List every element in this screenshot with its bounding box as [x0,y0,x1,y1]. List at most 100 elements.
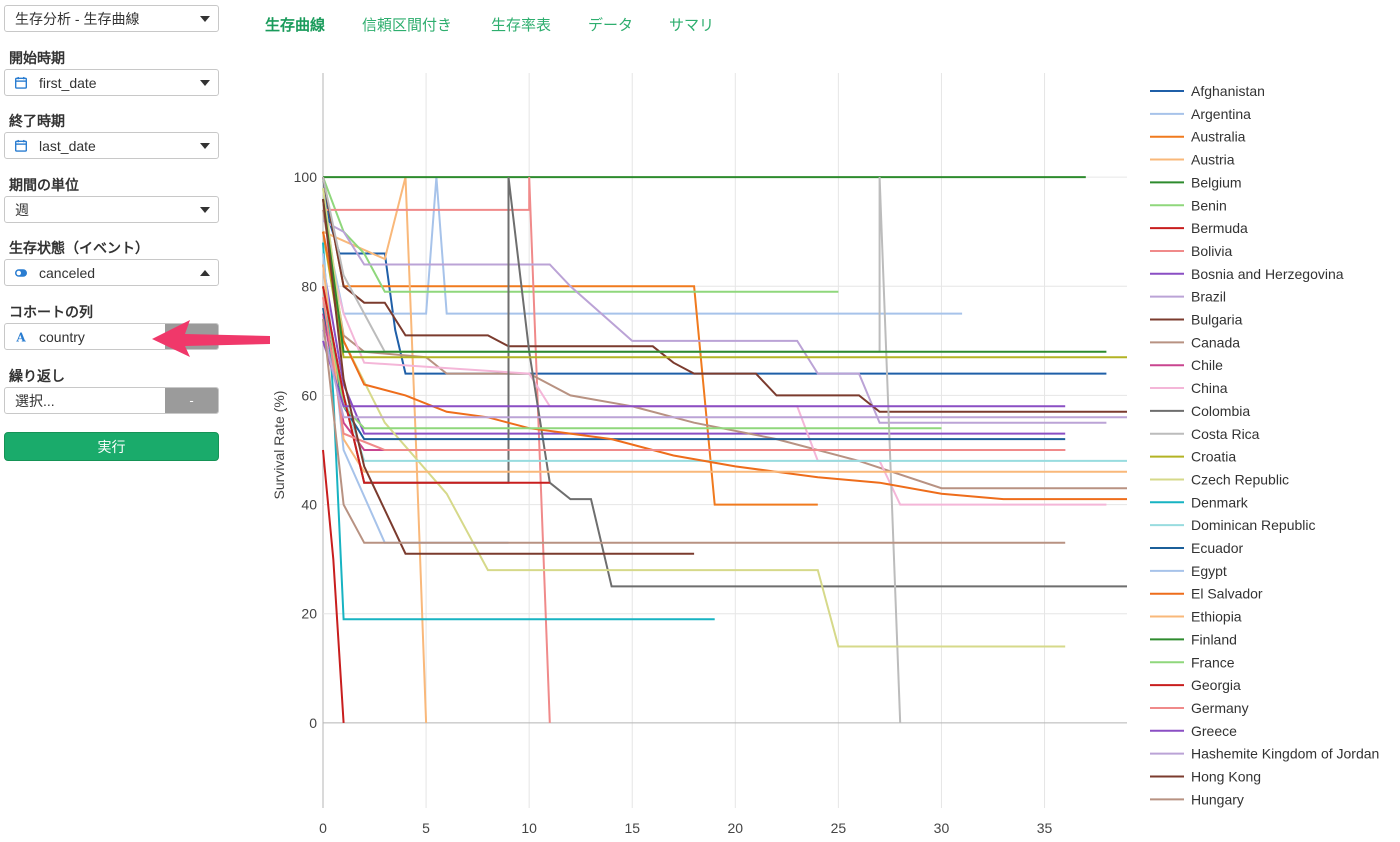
chevron-down-icon [200,206,210,213]
legend-label: Denmark [1191,494,1249,510]
series-line [322,231,1127,501]
legend-label: Bosnia and Herzegovina [1191,266,1344,282]
event-label: 生存状態（イベント） [9,240,149,256]
series-line [322,231,1127,359]
series-line [322,253,509,544]
legend-label: Benin [1191,197,1227,213]
legend-label: Argentina [1191,106,1251,122]
legend-label: Bulgaria [1191,312,1243,328]
end-select[interactable]: last_date [4,132,219,159]
event-value: canceled [39,264,96,281]
series-line [322,176,1127,413]
tab-survival-table[interactable]: 生存率表 [491,17,552,34]
chevron-down-icon [200,79,210,86]
legend-label: China [1191,380,1228,396]
series-lines [322,176,1127,723]
y-tick-label: 0 [309,715,317,731]
x-tick-label: 5 [422,820,430,836]
legend-label: Hashemite Kingdom of Jordan [1191,746,1379,762]
y-tick-label: 40 [301,497,317,513]
legend-label: Georgia [1191,677,1241,693]
series-line [322,198,695,555]
y-axis-label: Survival Rate (%) [271,391,287,500]
tab-confidence-interval[interactable]: 信頼区間付き [362,17,453,34]
x-tick-label: 30 [934,820,950,836]
series-line [322,286,550,484]
legend-label: Czech Republic [1191,471,1289,487]
chart-grid [322,73,1127,808]
repeat-placeholder: 選択... [15,392,55,409]
legend-label: Croatia [1191,449,1236,465]
chevron-up-icon [200,269,210,276]
legend-label: Egypt [1191,563,1227,579]
x-tick-label: 20 [728,820,744,836]
legend-label: El Salvador [1191,586,1263,602]
series-line [322,209,1127,490]
legend-label: Canada [1191,334,1240,350]
legend-label: Dominican Republic [1191,517,1316,533]
series-line [322,264,1066,435]
calendar-icon [5,139,27,152]
y-axis-ticks: 0 20 40 60 80 100 [294,169,318,731]
legend-label: Austria [1191,152,1235,168]
end-value: last_date [39,137,96,154]
unit-value: 週 [15,201,29,218]
run-button[interactable]: 実行 [4,432,219,461]
series-line [322,318,1066,544]
series-line [322,176,1107,375]
legend-label: Colombia [1191,403,1250,419]
calendar-icon [5,76,27,89]
tab-summary[interactable]: サマリ [669,17,715,34]
series-line [322,313,1066,451]
tab-survival-curve[interactable]: 生存曲線 [265,17,326,34]
legend-label: Germany [1191,700,1249,716]
y-tick-label: 100 [294,169,318,185]
legend-label: France [1191,654,1235,670]
analysis-type-value: 生存分析 - 生存曲線 [15,10,140,27]
x-tick-label: 0 [319,820,327,836]
end-label: 終了時期 [9,113,65,129]
y-tick-label: 80 [301,278,317,294]
legend-label: Hungary [1191,791,1244,807]
chevron-down-icon [200,15,210,22]
legend-label: Finland [1191,631,1237,647]
toggle-icon [5,268,27,278]
legend-label: Bolivia [1191,243,1232,259]
unit-select[interactable]: 週 [4,196,219,223]
legend-label: Bermuda [1191,220,1248,236]
repeat-remove-button[interactable]: - [165,388,218,413]
unit-label: 期間の単位 [9,177,79,193]
legend-label: Costa Rica [1191,426,1260,442]
x-tick-label: 10 [521,820,537,836]
legend-label: Australia [1191,129,1246,145]
repeat-label: 繰り返し [9,368,65,384]
x-tick-label: 35 [1037,820,1053,836]
legend-label: Greece [1191,723,1237,739]
series-line [322,176,1127,588]
x-axis-ticks: 0 5 10 15 20 25 30 35 [319,820,1052,836]
y-tick-label: 20 [301,606,317,622]
start-label: 開始時期 [9,50,65,66]
x-tick-label: 25 [831,820,847,836]
legend-label: Belgium [1191,174,1242,190]
series-line [322,219,1107,424]
series-line [322,329,1127,419]
svg-text:A: A [15,330,26,344]
text-type-icon: A [5,330,27,344]
x-tick-label: 15 [624,820,640,836]
cohort-label: コホートの列 [9,304,93,320]
repeat-select[interactable]: 選択... - [4,387,219,414]
event-select[interactable]: canceled [4,259,219,286]
legend-label: Hong Kong [1191,769,1261,785]
tab-data[interactable]: データ [588,17,634,34]
series-line [322,198,1107,353]
legend-label: Ethiopia [1191,609,1242,625]
cohort-value: country [39,328,85,345]
start-select[interactable]: first_date [4,69,219,96]
legend-label: Chile [1191,357,1223,373]
analysis-type-select[interactable]: 生存分析 - 生存曲線 [4,5,219,32]
series-line [322,242,715,621]
legend-label: Ecuador [1191,540,1243,556]
series-line [323,177,551,723]
